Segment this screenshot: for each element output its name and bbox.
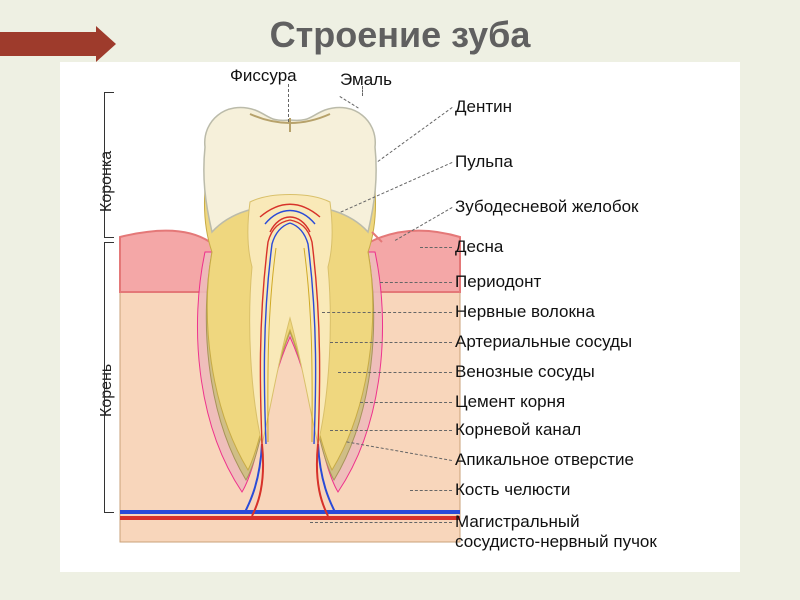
leader-vein bbox=[338, 372, 452, 373]
label-sulcus: Зубодесневой желобок bbox=[455, 197, 638, 217]
label-vein: Венозные сосуды bbox=[455, 362, 595, 382]
label-enamel: Эмаль bbox=[340, 70, 392, 90]
slide-title: Строение зуба bbox=[0, 14, 800, 56]
leader-gum bbox=[420, 247, 452, 248]
leader-bone bbox=[410, 490, 452, 491]
tooth-illustration bbox=[150, 92, 430, 542]
leader-periodont bbox=[380, 282, 452, 283]
label-dentin: Дентин bbox=[455, 97, 512, 117]
region-crown-label: Коронка bbox=[98, 151, 116, 212]
label-bundle-1: Магистральный bbox=[455, 512, 580, 532]
label-apex: Апикальное отверстие bbox=[455, 450, 634, 470]
leader-artery bbox=[330, 342, 452, 343]
diagram-area: Коронка Корень bbox=[60, 62, 740, 572]
label-cement: Цемент корня bbox=[455, 392, 565, 412]
label-bone: Кость челюсти bbox=[455, 480, 570, 500]
region-root-label: Корень bbox=[98, 364, 116, 417]
leader-canal bbox=[330, 430, 452, 431]
label-nerve: Нервные волокна bbox=[455, 302, 595, 322]
label-gum: Десна bbox=[455, 237, 503, 257]
label-bundle-2: сосудисто-нервный пучок bbox=[455, 532, 657, 552]
label-pulp: Пульпа bbox=[455, 152, 513, 172]
label-periodont: Периодонт bbox=[455, 272, 541, 292]
label-canal: Корневой канал bbox=[455, 420, 581, 440]
label-fissure: Фиссура bbox=[230, 66, 297, 86]
label-artery: Артериальные сосуды bbox=[455, 332, 632, 352]
leader-nerve bbox=[322, 312, 452, 313]
leader-cement bbox=[360, 402, 452, 403]
leader-fissure bbox=[288, 84, 289, 122]
leader-bundle bbox=[310, 522, 452, 523]
